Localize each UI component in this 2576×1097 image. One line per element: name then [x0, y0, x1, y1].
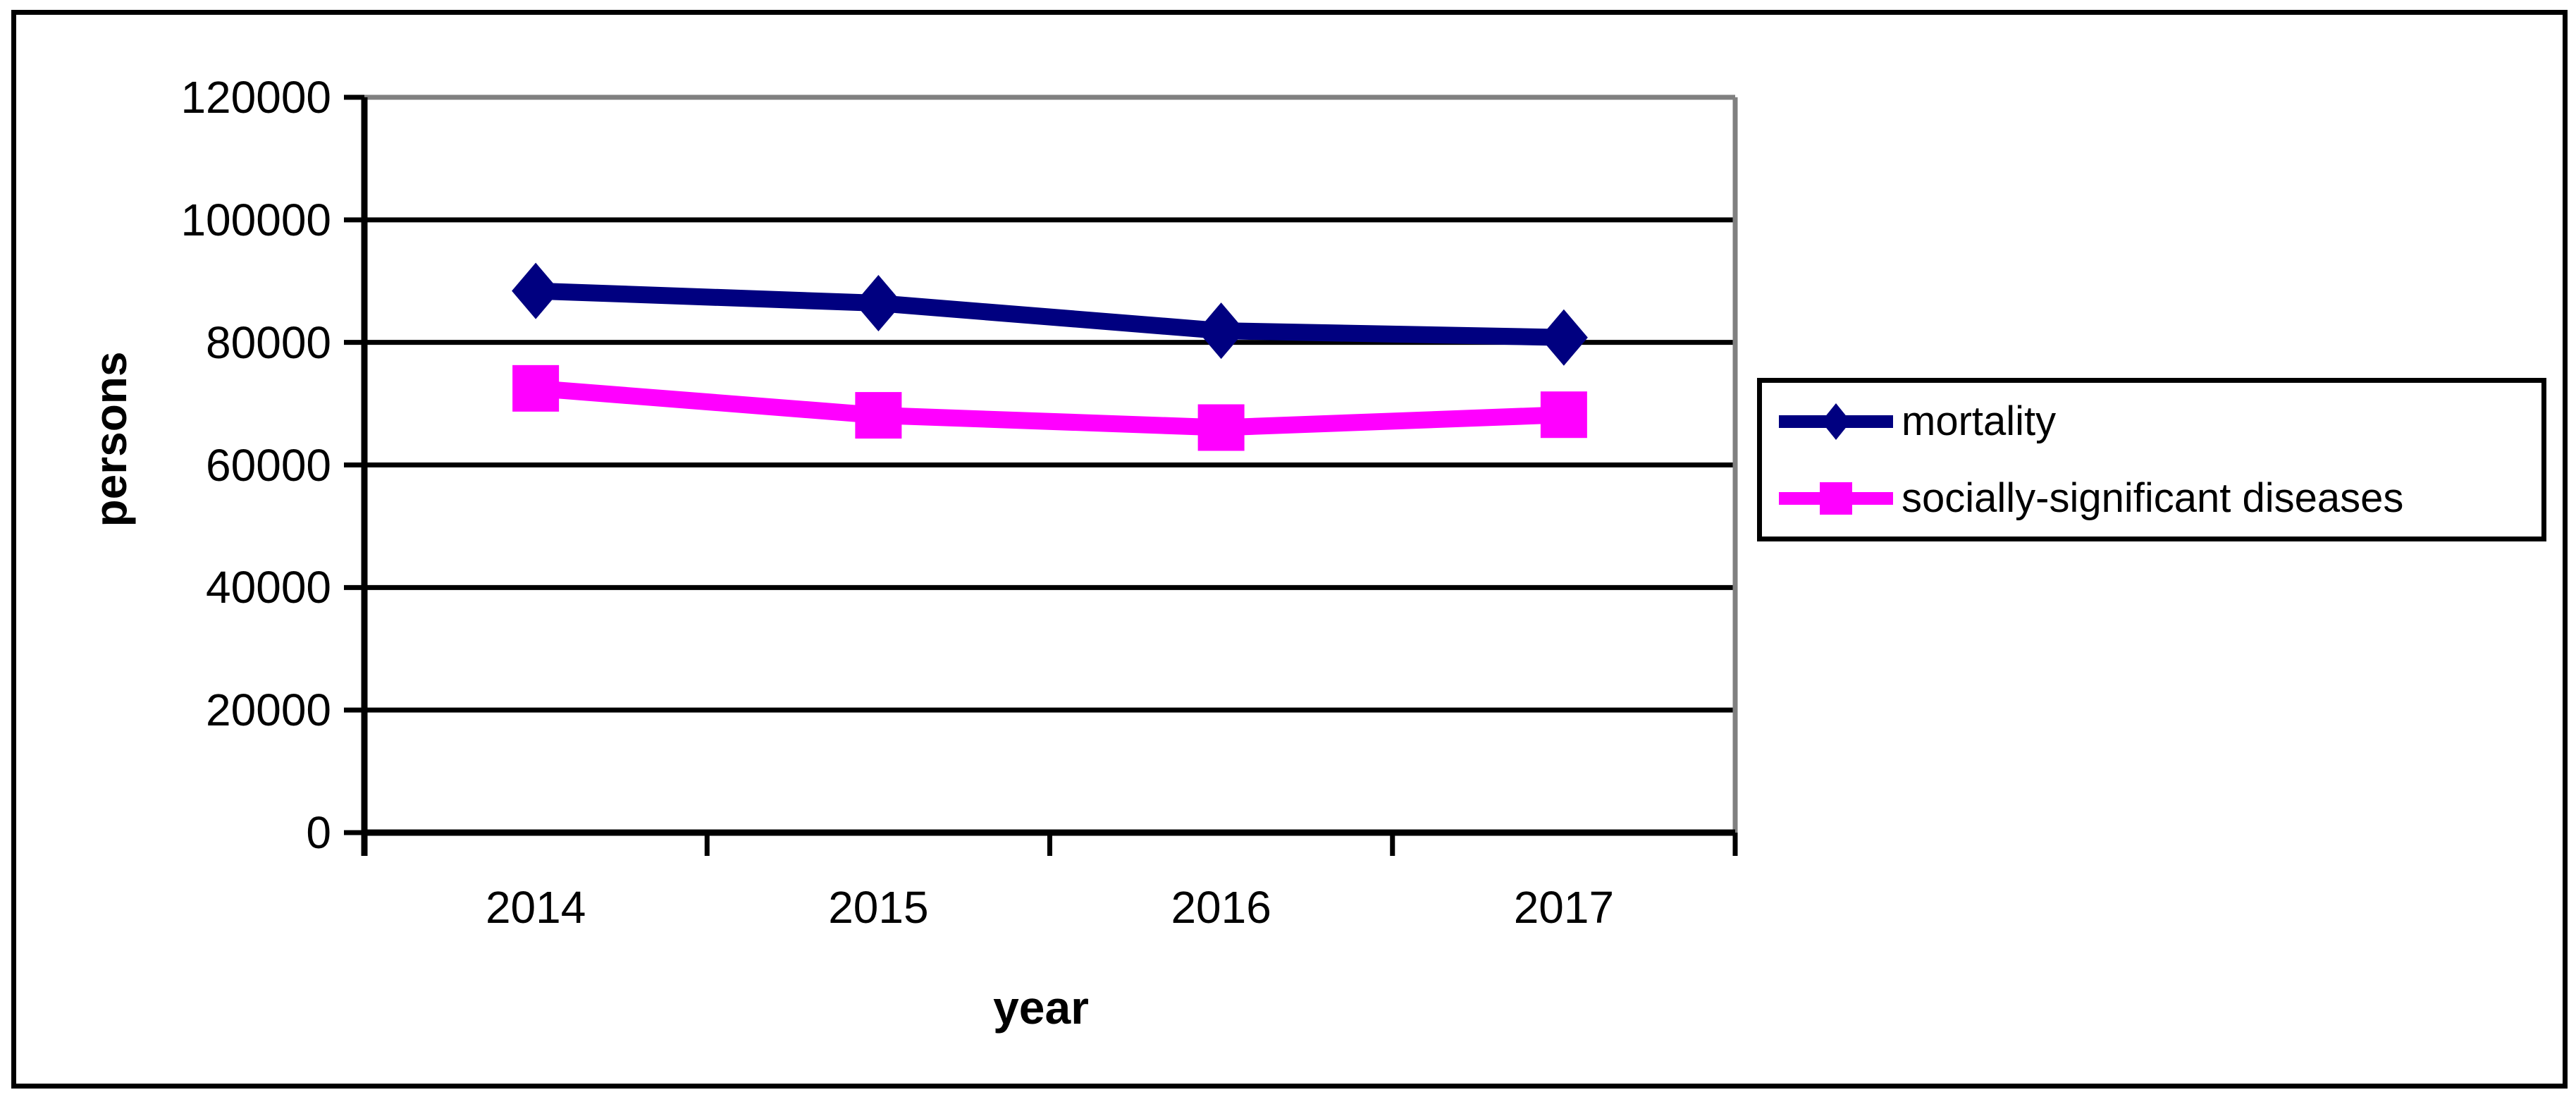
mortality-line-marker-icon [1779, 403, 1893, 440]
legend-item-mortality: mortality [1776, 383, 2541, 460]
y-tick-label: 120000 [180, 72, 331, 123]
y-tick-label: 60000 [206, 439, 331, 491]
y-tick-label: 20000 [206, 685, 331, 736]
x-tick-label: 2017 [1513, 882, 1615, 933]
diseases-line-marker-icon [1779, 482, 1893, 515]
x-axis-title: year [993, 981, 1089, 1034]
y-tick-label: 40000 [206, 562, 331, 613]
x-tick-label: 2014 [485, 882, 586, 933]
y-tick-label: 80000 [206, 317, 331, 368]
legend: mortality socially-significant diseases [1757, 378, 2546, 541]
legend-label-mortality: mortality [1902, 398, 2057, 444]
x-tick-label: 2016 [1171, 882, 1271, 933]
legend-item-socially-significant-diseases: socially-significant diseases [1776, 460, 2541, 537]
y-tick-label: 0 [306, 807, 331, 858]
legend-label-socially-significant-diseases: socially-significant diseases [1902, 474, 2404, 521]
y-tick-label: 100000 [180, 194, 331, 245]
x-tick-label: 2015 [828, 882, 929, 933]
y-axis-title: persons [85, 351, 136, 527]
chart-frame [11, 10, 2568, 1089]
